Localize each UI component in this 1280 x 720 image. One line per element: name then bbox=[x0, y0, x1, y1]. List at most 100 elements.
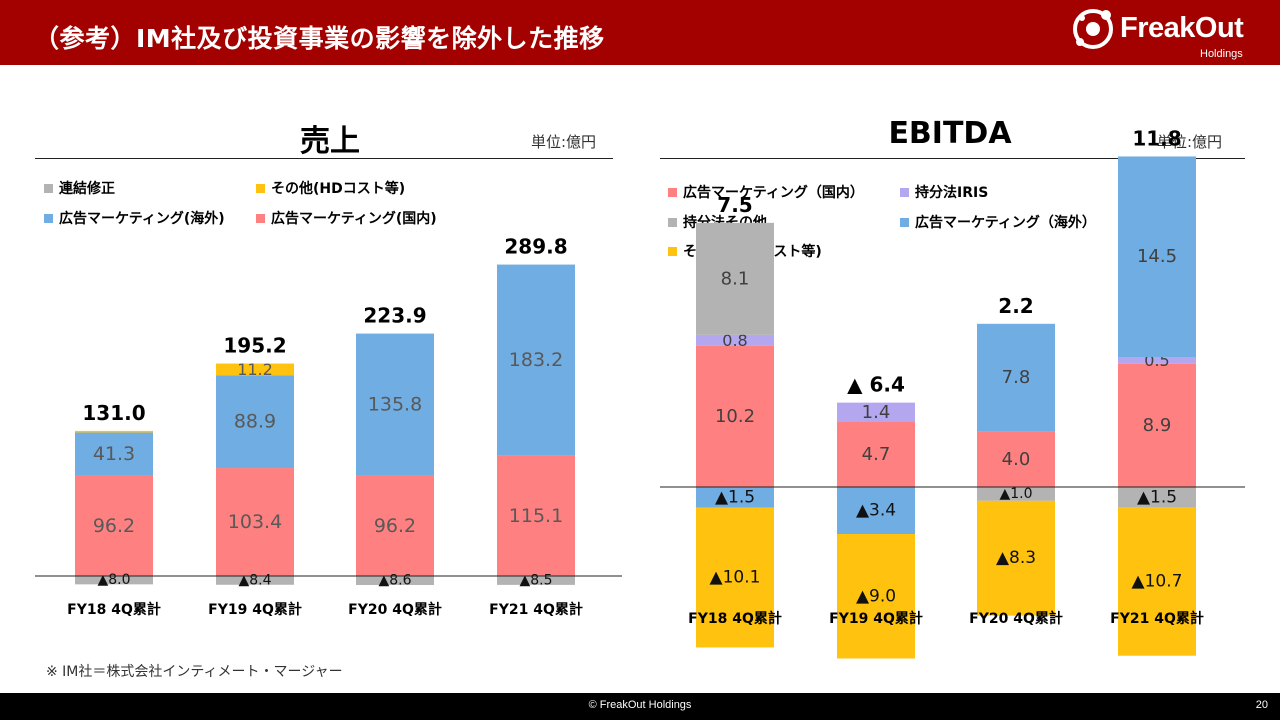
ebitda-legend-iris: 持分法IRIS bbox=[900, 182, 988, 202]
ebitda-bar-segment bbox=[837, 421, 915, 487]
revenue-bar-segment bbox=[356, 475, 434, 576]
revenue-bar-segment bbox=[497, 264, 575, 456]
legend-label: 持分法IRIS bbox=[915, 185, 989, 201]
legend-label: その他(HDコスト等) bbox=[271, 181, 406, 197]
legend-label: 広告マーケティング（国内） bbox=[683, 185, 864, 201]
stacked-bar-charts: 96.2 103.4 96.2 115.1 41.3 88.9 135.8 183.2 11.2… bbox=[35, 126, 1245, 659]
ebitda-segment-label: ▲1.5 bbox=[715, 487, 755, 507]
ebitda-bar-segment bbox=[977, 487, 1055, 501]
ebitda-segment-label: ▲3.4 bbox=[856, 501, 896, 521]
revenue-bar-segment bbox=[75, 432, 153, 476]
revenue-category-label: FY21 4Q累計 bbox=[489, 601, 583, 618]
ebitda-segment-label: 10.2 bbox=[715, 406, 755, 427]
ebitda-segment-label: 1.4 bbox=[862, 402, 891, 423]
ebitda-total-label: 11.8 bbox=[1132, 126, 1181, 150]
legend-swatch bbox=[668, 246, 677, 256]
legend-label: 広告マーケティング(海外) bbox=[59, 211, 225, 227]
revenue-segment-label: 115.1 bbox=[509, 505, 563, 527]
ebitda-bar-segment bbox=[1118, 356, 1196, 364]
ebitda-bar-segment bbox=[696, 345, 774, 487]
ebitda-title-divider bbox=[660, 158, 1245, 159]
legend-label: 連結修正 bbox=[59, 181, 115, 197]
legend-swatch bbox=[900, 187, 909, 197]
ebitda-bar-segment bbox=[1118, 507, 1196, 656]
revenue-segment-label: 103.4 bbox=[228, 511, 282, 533]
header-bar: （参考）IM社及び投資事業の影響を除外した推移 FreakOut Holding… bbox=[0, 0, 1280, 65]
ebitda-bar-segment bbox=[1118, 156, 1196, 357]
ebitda-segment-label: 0.8 bbox=[722, 331, 747, 350]
revenue-legend-overseas: 広告マーケティング(海外) bbox=[44, 208, 225, 228]
revenue-chart-title: 売上 bbox=[300, 124, 360, 159]
revenue-bar-segment bbox=[497, 576, 575, 585]
ebitda-segment-label: 14.5 bbox=[1137, 246, 1177, 267]
revenue-bar-segment bbox=[216, 576, 294, 585]
logo-text: FreakOut bbox=[1120, 12, 1244, 44]
ebitda-legend-domestic: 広告マーケティング（国内） bbox=[668, 182, 864, 202]
ebitda-segment-label: ▲9.0 bbox=[856, 586, 896, 606]
ebitda-chart-title: EBITDA bbox=[888, 116, 1012, 151]
revenue-segment-label: 183.2 bbox=[509, 349, 563, 371]
ebitda-bar-segment bbox=[977, 500, 1055, 616]
ebitda-category-label: FY18 4Q累計 bbox=[688, 610, 782, 627]
revenue-total-label: 223.9 bbox=[363, 303, 426, 327]
revenue-category-label: FY18 4Q累計 bbox=[67, 601, 161, 618]
ebitda-category-label: FY19 4Q累計 bbox=[829, 610, 923, 627]
revenue-segment-label: 135.8 bbox=[368, 394, 422, 416]
revenue-bar-segment bbox=[216, 375, 294, 469]
ebitda-bar-segment bbox=[696, 334, 774, 346]
legend-swatch bbox=[668, 187, 677, 197]
revenue-segment-label: 41.3 bbox=[93, 443, 135, 465]
ebitda-segment-label: ▲8.3 bbox=[996, 548, 1036, 568]
footnote: ※ IM社＝株式会社インティメート・マージャー bbox=[46, 664, 343, 680]
ebitda-segment-label: 8.1 bbox=[721, 268, 750, 289]
ebitda-segment-label: ▲1.0 bbox=[999, 486, 1032, 502]
page-title: （参考）IM社及び投資事業の影響を除外した推移 bbox=[34, 24, 605, 53]
ebitda-total-label: ▲ 6.4 bbox=[847, 373, 905, 397]
ebitda-category-label: FY20 4Q累計 bbox=[969, 610, 1063, 627]
ebitda-bar-segment bbox=[837, 402, 915, 422]
revenue-segment-label: 11.2 bbox=[237, 360, 273, 379]
ebitda-segment-label: ▲1.5 bbox=[1137, 487, 1177, 507]
logo-mark-icon bbox=[1073, 9, 1113, 49]
ebitda-segment-label: 7.8 bbox=[1002, 367, 1031, 388]
legend-swatch bbox=[668, 217, 677, 227]
revenue-legend-domestic: 広告マーケティング(国内) bbox=[256, 208, 437, 228]
ebitda-segment-label: ▲10.1 bbox=[710, 568, 761, 588]
revenue-unit-label: 単位:億円 bbox=[531, 133, 597, 151]
ebitda-bar-segment bbox=[696, 487, 774, 508]
revenue-segment-label: 88.9 bbox=[234, 411, 276, 433]
revenue-segment-label: ▲8.5 bbox=[519, 572, 552, 588]
ebitda-bar-segment bbox=[837, 487, 915, 535]
ebitda-bar-segment bbox=[837, 534, 915, 659]
footer-bar: © FreakOut Holdings 20 bbox=[0, 693, 1280, 720]
revenue-bar-segment bbox=[75, 576, 153, 585]
ebitda-legend-overseas: 広告マーケティング（海外） bbox=[900, 212, 1096, 232]
ebitda-category-label: FY21 4Q累計 bbox=[1110, 610, 1204, 627]
ebitda-bar-segment bbox=[977, 431, 1055, 487]
revenue-segment-label: ▲8.6 bbox=[378, 572, 411, 588]
revenue-total-label: 289.8 bbox=[504, 235, 567, 259]
revenue-total-label: 131.0 bbox=[82, 401, 145, 425]
ebitda-bar-segment bbox=[977, 323, 1055, 432]
revenue-bar-segment bbox=[75, 475, 153, 576]
revenue-bar-segment bbox=[216, 363, 294, 376]
ebitda-segment-label: 4.7 bbox=[862, 444, 891, 465]
legend-label: 広告マーケティング（海外） bbox=[915, 215, 1096, 231]
logo-subtext: Holdings bbox=[1200, 48, 1243, 60]
ebitda-bar-segment bbox=[1118, 487, 1196, 508]
revenue-category-label: FY19 4Q累計 bbox=[208, 601, 302, 618]
ebitda-segment-label: ▲10.7 bbox=[1132, 572, 1183, 592]
revenue-bar-segment bbox=[356, 576, 434, 585]
revenue-total-label: 195.2 bbox=[223, 334, 286, 358]
legend-label: 広告マーケティング(国内) bbox=[271, 211, 437, 227]
revenue-bar-segment bbox=[356, 333, 434, 334]
legend-swatch bbox=[256, 213, 265, 223]
legend-swatch bbox=[900, 217, 909, 227]
revenue-category-label: FY20 4Q累計 bbox=[348, 601, 442, 618]
revenue-legend-other: その他(HDコスト等) bbox=[256, 178, 405, 198]
revenue-bar-segment bbox=[75, 430, 153, 433]
company-logo: FreakOut Holdings bbox=[1072, 6, 1257, 62]
revenue-title-divider bbox=[35, 158, 613, 159]
ebitda-segment-label: 8.9 bbox=[1143, 415, 1172, 436]
revenue-legend-consolidation: 連結修正 bbox=[44, 178, 115, 198]
